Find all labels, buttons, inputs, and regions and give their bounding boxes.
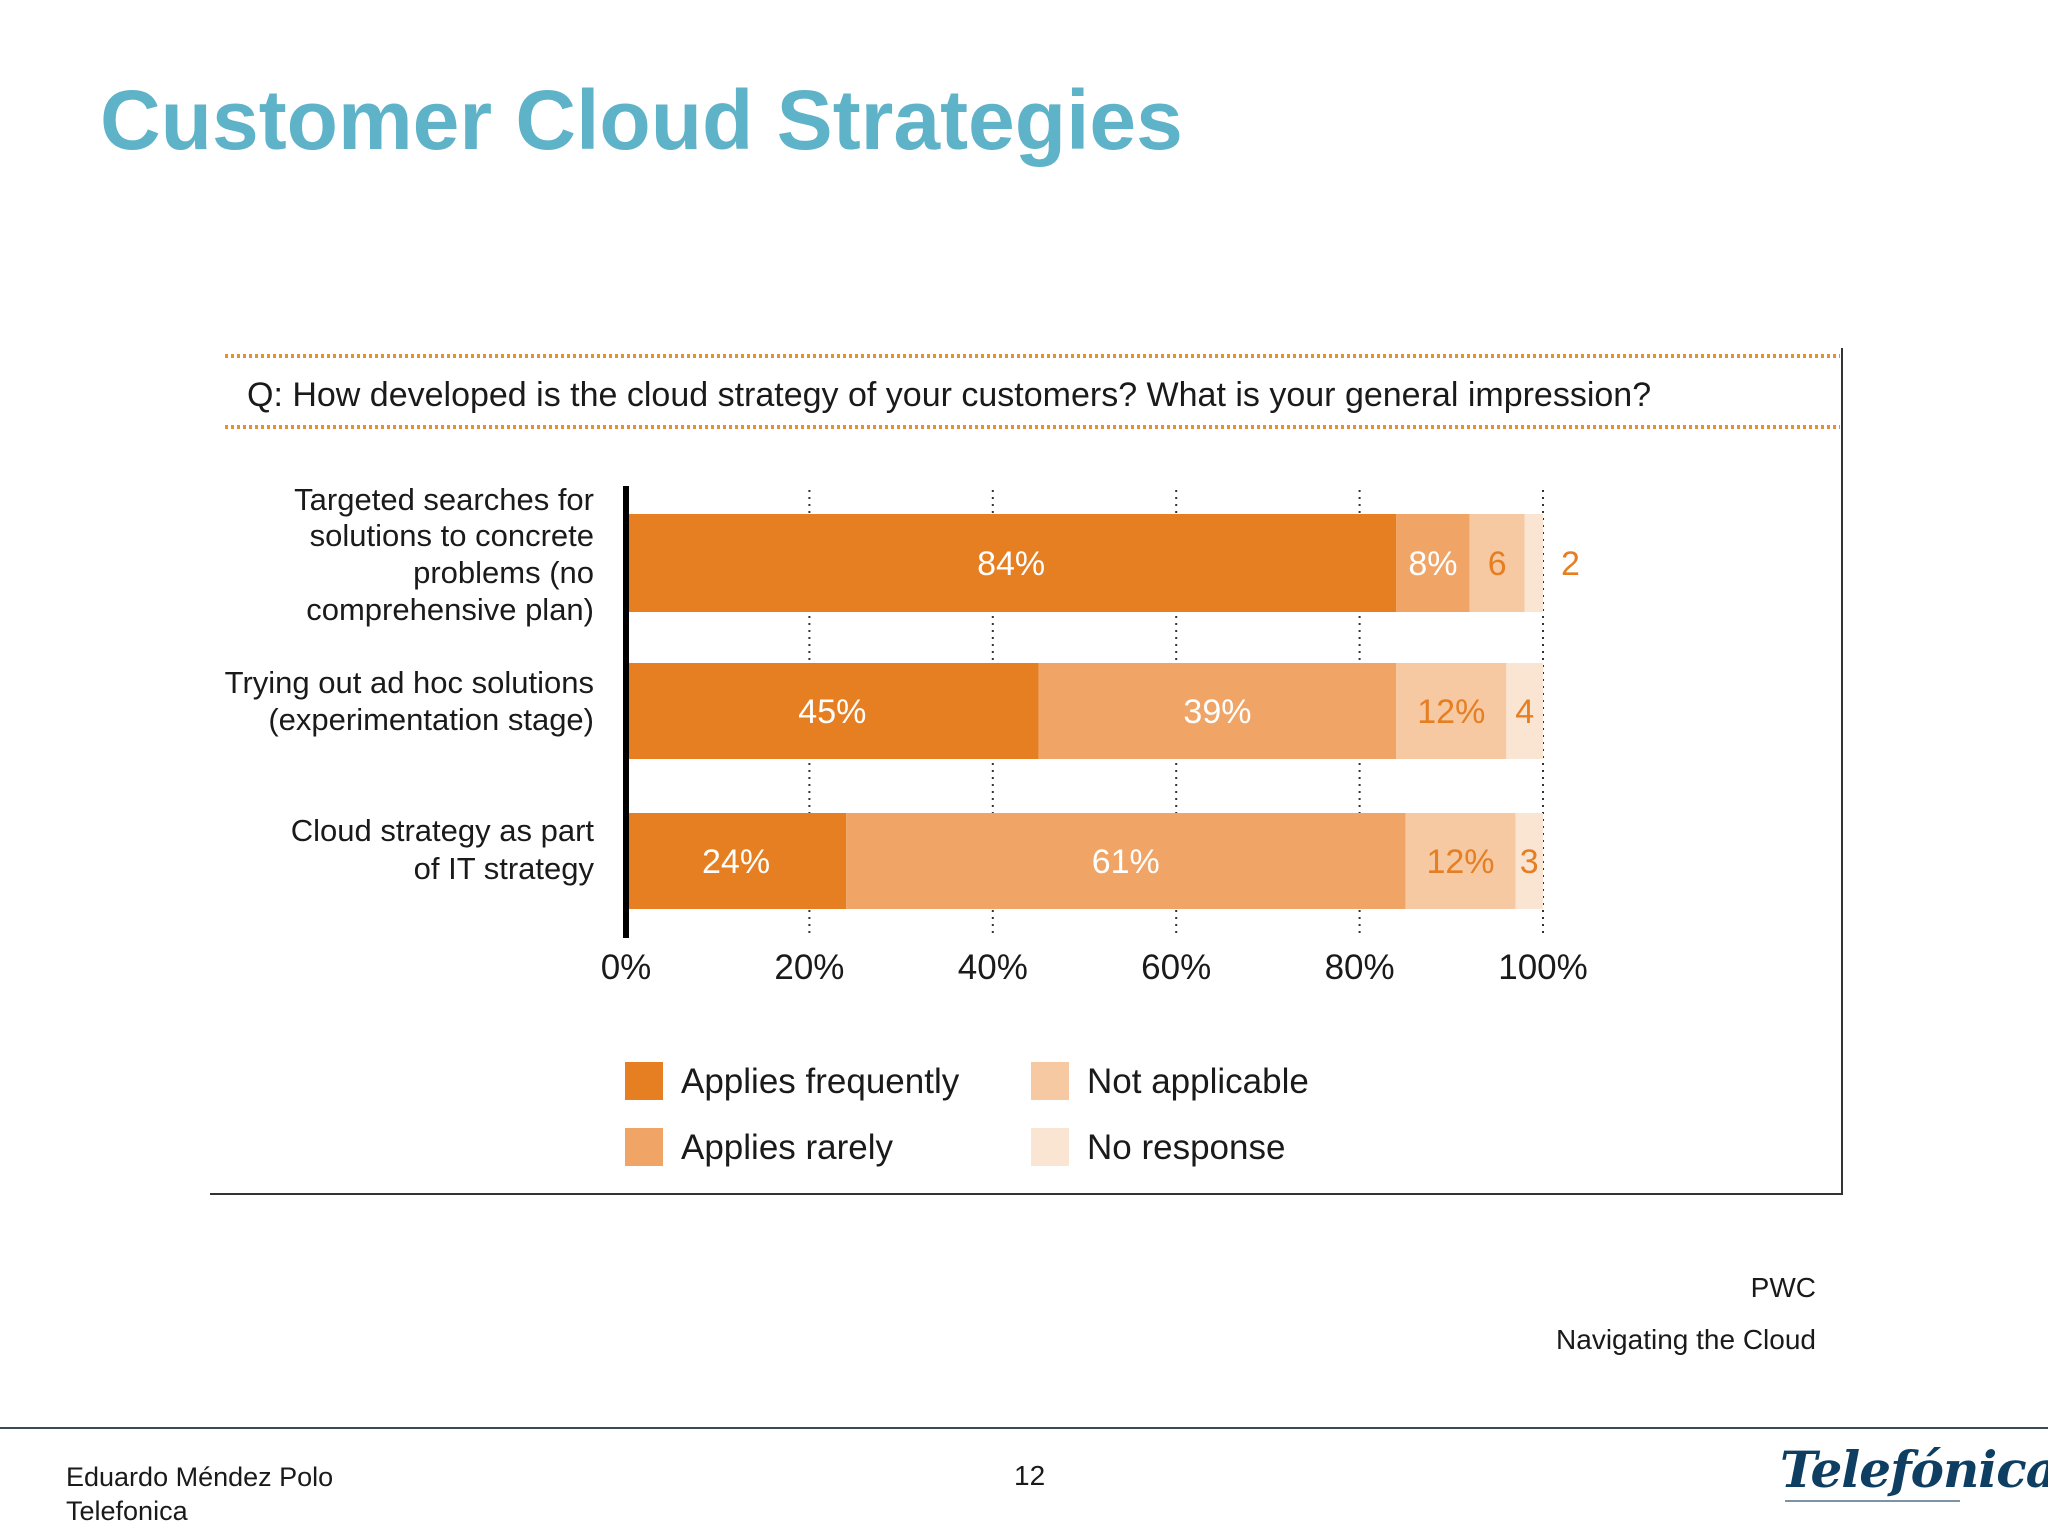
bar-label-2-2: 39% [1183, 693, 1251, 731]
x-tick-label-100: 100% [1498, 948, 1588, 987]
footer-divider [0, 1427, 2048, 1429]
x-tick-label-20: 20% [774, 948, 844, 987]
category-label-1-3: problems (no [413, 555, 594, 590]
bar-1-applies-frequently [626, 514, 1397, 612]
legend-label-applies-rarely: Applies rarely [681, 1128, 894, 1167]
category-label-1-2: solutions to concrete [310, 518, 594, 553]
category-label-2-1: Trying out ad hoc solutions [225, 665, 594, 700]
legend-swatch-applies-frequently [625, 1062, 663, 1100]
bar-3-no-response [1515, 813, 1543, 909]
page-number: 12 [1014, 1460, 1046, 1491]
bar-1-no-response [1524, 514, 1543, 612]
legend-swatch-not-applicable [1031, 1062, 1069, 1100]
bar-label-3-2: 61% [1092, 843, 1160, 881]
bar-label-2-4: 4 [1515, 693, 1534, 731]
bar-2-applies-rarely [1038, 663, 1397, 759]
bar-3-applies-frequently [626, 813, 847, 909]
legend-swatch-no-response [1031, 1128, 1069, 1166]
footer-author: Eduardo Méndez Polo [66, 1462, 334, 1492]
bar-label-3-3: 12% [1426, 843, 1494, 881]
bar-label-1-1: 84% [977, 545, 1045, 583]
bar-label-1-4: 2 [1561, 545, 1580, 583]
footer-author-block: Eduardo Méndez Polo Telefonica [66, 1460, 333, 1528]
legend-label-not-applicable: Not applicable [1087, 1062, 1309, 1101]
bar-2-applies-frequently [626, 663, 1039, 759]
bar-2-not-applicable [1396, 663, 1507, 759]
bar-label-3-1: 24% [702, 843, 770, 881]
legend-label-no-response: No response [1087, 1128, 1285, 1167]
x-tick-label-80: 80% [1325, 948, 1395, 987]
bar-label-1-3: 6 [1488, 545, 1507, 583]
category-label-1-1: Targeted searches for [294, 482, 594, 517]
bar-label-3-4: 3 [1520, 843, 1539, 881]
x-tick-label-0: 0% [601, 948, 652, 987]
telefonica-logo: Telefónica [1780, 1440, 2048, 1499]
category-label-1-4: comprehensive plan) [306, 592, 594, 627]
legend-swatch-applies-rarely [625, 1128, 663, 1166]
bar-1-applies-rarely [1396, 514, 1470, 612]
footer-company: Telefonica [66, 1496, 188, 1526]
source-publisher: PWC [1750, 1272, 1816, 1303]
category-label-2-2: (experimentation stage) [268, 702, 594, 737]
slide-title: Customer Cloud Strategies [100, 73, 1183, 167]
bar-3-not-applicable [1405, 813, 1516, 909]
x-tick-label-40: 40% [958, 948, 1028, 987]
logo-underline [1785, 1500, 1960, 1502]
bar-2-no-response [1506, 663, 1543, 759]
bar-label-2-1: 45% [798, 693, 866, 731]
chart-question: Q: How developed is the cloud strategy o… [247, 376, 1651, 414]
bar-label-2-3: 12% [1417, 693, 1485, 731]
legend-label-applies-frequently: Applies frequently [681, 1062, 960, 1101]
category-label-3-2: of IT strategy [414, 851, 595, 886]
category-label-3-1: Cloud strategy as part [291, 813, 595, 848]
source-publication: Navigating the Cloud [1556, 1324, 1816, 1355]
bar-1-not-applicable [1469, 514, 1525, 612]
bar-3-applies-rarely [846, 813, 1406, 909]
x-tick-label-60: 60% [1141, 948, 1211, 987]
bar-label-1-2: 8% [1408, 545, 1457, 583]
